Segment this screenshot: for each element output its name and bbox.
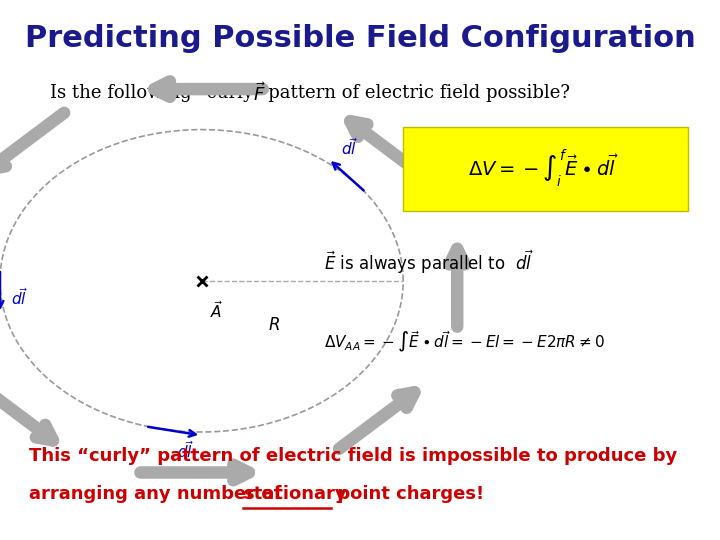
Text: $R$: $R$	[268, 316, 279, 334]
Text: $d\vec{l}$: $d\vec{l}$	[341, 137, 359, 158]
FancyBboxPatch shape	[403, 127, 688, 211]
Text: arranging any number of: arranging any number of	[29, 485, 287, 503]
Text: $\vec{A}$: $\vec{A}$	[210, 300, 223, 321]
Text: Predicting Possible Field Configuration: Predicting Possible Field Configuration	[24, 24, 696, 53]
Text: $\Delta V = -\int_{i}^{f}\vec{E}\bullet d\vec{l}$: $\Delta V = -\int_{i}^{f}\vec{E}\bullet …	[468, 148, 619, 189]
Text: $d\vec{l}$: $d\vec{l}$	[11, 287, 28, 308]
Text: $d\vec{l}$: $d\vec{l}$	[177, 440, 195, 461]
Text: $\vec{E}$ is always parallel to  $d\vec{l}$: $\vec{E}$ is always parallel to $d\vec{l…	[324, 248, 534, 275]
Text: $\Delta V_{AA} = -\int\vec{E}\bullet d\vec{l} = -El = -E2\pi R \neq 0$: $\Delta V_{AA} = -\int\vec{E}\bullet d\v…	[324, 330, 605, 355]
Text: Is the following “curly” pattern of electric field possible?: Is the following “curly” pattern of elec…	[50, 84, 570, 102]
Text: point charges!: point charges!	[331, 485, 485, 503]
Text: stationary: stationary	[243, 485, 347, 503]
Text: $\vec{F}$: $\vec{F}$	[253, 83, 266, 105]
Text: This “curly” pattern of electric field is impossible to produce by: This “curly” pattern of electric field i…	[29, 447, 677, 465]
